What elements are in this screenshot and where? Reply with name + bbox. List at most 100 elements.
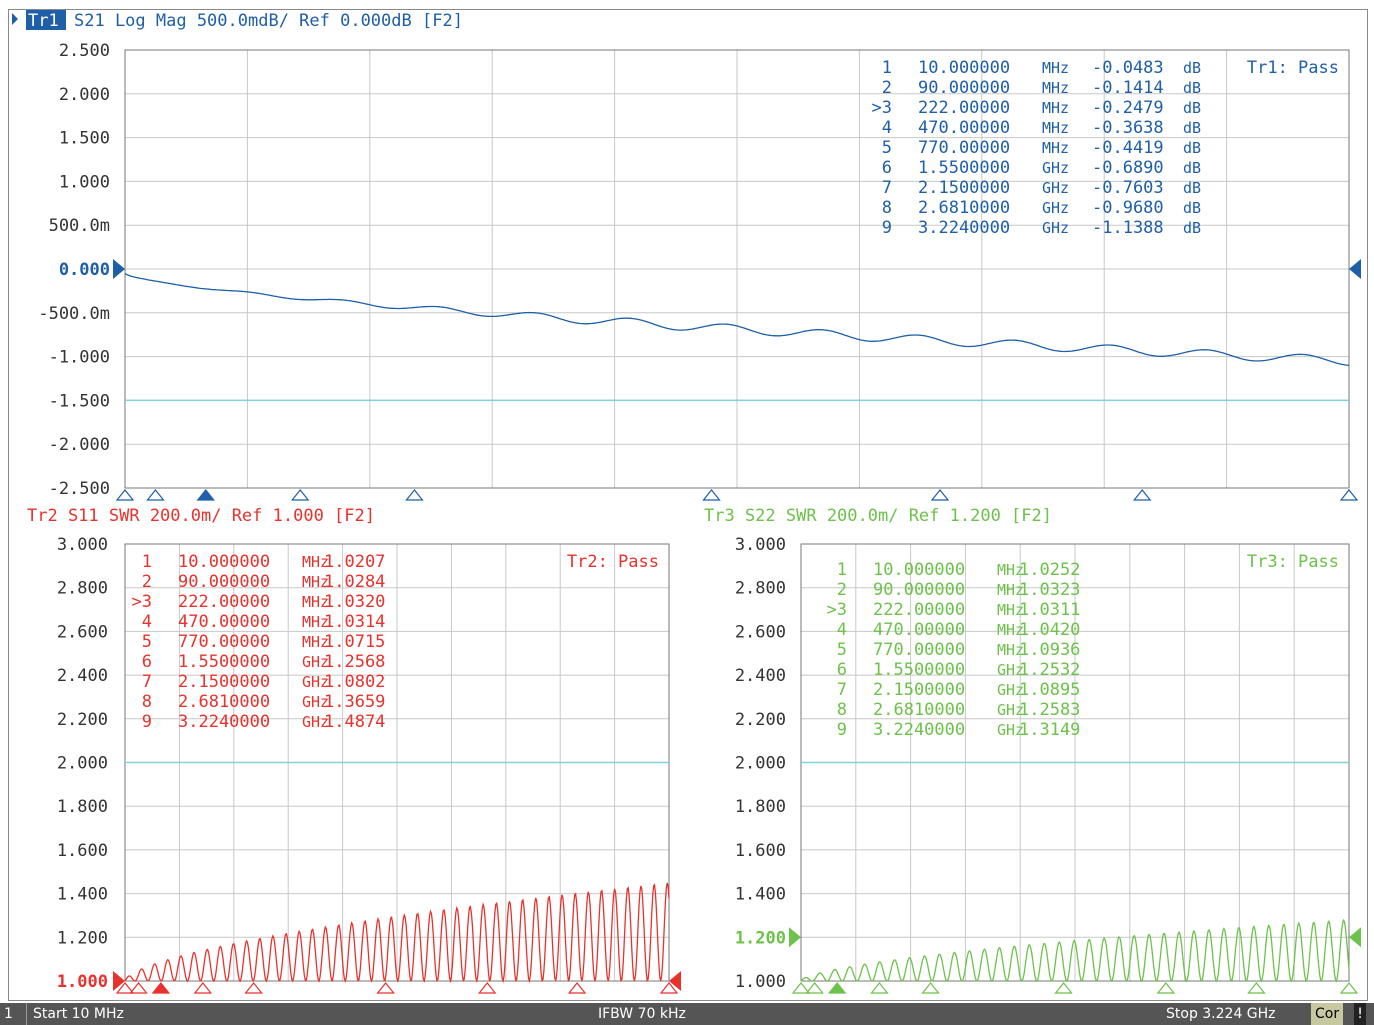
stop-frequency[interactable]: Stop 3.224 GHz — [1166, 1006, 1276, 1022]
marker-number: 7 — [142, 672, 152, 692]
marker-axis-triangle-icon — [567, 982, 587, 994]
marker-frequency: 2.6810000 — [873, 700, 965, 720]
y-tick-label: 2.600 — [735, 622, 786, 642]
trace-header[interactable]: Tr3 S22 SWR 200.0m/ Ref 1.200 [F2] — [704, 506, 1052, 526]
marker-axis-triangle-icon — [1247, 982, 1266, 994]
marker-frequency-unit: MHz — [1042, 79, 1069, 97]
marker-number: 7 — [882, 178, 892, 198]
marker-value: -1.1388 — [1092, 218, 1164, 238]
y-tick-label: 2.000 — [735, 754, 786, 774]
marker-value: -0.2479 — [1092, 98, 1164, 118]
marker-value: -0.4419 — [1092, 138, 1164, 158]
tr3-panel: Tr3 S22 SWR 200.0m/ Ref 1.200 [F2] 3.000 2… — [704, 506, 1361, 994]
marker-number: 6 — [837, 660, 847, 680]
trace-badge[interactable] — [26, 10, 66, 30]
marker-value: 1.2568 — [324, 652, 385, 672]
marker-frequency: 3.2240000 — [873, 720, 965, 740]
marker-readout-row[interactable]: 7 2.1500000 GHz -0.7603 dB — [882, 178, 1201, 198]
ref-level-arrow-icon — [113, 259, 125, 279]
marker-value: 1.0284 — [324, 572, 385, 592]
y-tick-label: 1.600 — [57, 841, 108, 861]
marker-readout-row[interactable]: 2 90.000000 MHz -0.1414 dB — [882, 78, 1201, 98]
marker-value-unit: dB — [1183, 59, 1201, 77]
marker-axis-triangle-icon — [791, 982, 811, 994]
marker-frequency-unit: GHz — [302, 673, 329, 691]
marker-value: 1.0323 — [1019, 580, 1080, 600]
y-tick-label: 1.000 — [735, 972, 786, 992]
start-frequency[interactable]: Start 10 MHz — [33, 1006, 124, 1022]
marker-axis-triangle-icon — [702, 489, 721, 501]
tr2-panel: Tr2 S11 SWR 200.0m/ Ref 1.000 [F2] 3.000 2… — [27, 506, 681, 994]
marker-readout-row[interactable]: 8 2.6810000 GHz -0.9680 dB — [882, 198, 1201, 218]
ifbw-setting[interactable]: IFBW 70 kHz — [598, 1006, 686, 1022]
marker-readout-row[interactable]: 1 10.000000 MHz -0.0483 dB — [882, 58, 1201, 78]
marker-number: 2 — [837, 580, 847, 600]
marker-readout-row[interactable]: 9 3.2240000 GHz -1.1388 dB — [882, 218, 1201, 238]
marker-frequency-unit: GHz — [302, 713, 329, 731]
marker-frequency-unit: GHz — [1042, 199, 1069, 217]
marker-axis-triangle-icon — [129, 982, 148, 994]
y-tick-label: -1.000 — [49, 348, 110, 368]
marker-axis-triangle-icon — [244, 982, 263, 994]
marker-axis-triangle-icon — [1339, 489, 1359, 501]
limit-test-pass-label: Tr2: Pass — [567, 552, 659, 572]
y-tick-label: 2.800 — [735, 579, 786, 599]
marker-frequency: 222.00000 — [178, 592, 270, 612]
trace-header[interactable]: Tr2 S11 SWR 200.0m/ Ref 1.000 [F2] — [27, 506, 375, 526]
marker-frequency: 222.00000 — [918, 98, 1010, 118]
marker-number: >3 — [132, 592, 152, 612]
trace-line — [124, 272, 1350, 366]
y-tick-label: 3.000 — [57, 535, 108, 555]
marker-number: 4 — [837, 620, 847, 640]
ref-level-arrow-icon — [789, 927, 801, 948]
marker-number: 9 — [142, 712, 152, 732]
marker-frequency-unit: GHz — [1042, 219, 1069, 237]
marker-value: -0.6890 — [1092, 158, 1164, 178]
marker-readout-row[interactable]: 4 470.00000 MHz -0.3638 dB — [882, 118, 1201, 138]
marker-value-unit: dB — [1183, 119, 1201, 137]
marker-readout-row[interactable]: 6 1.5500000 GHz -0.6890 dB — [882, 158, 1201, 178]
marker-value: 1.2583 — [1019, 700, 1080, 720]
marker-frequency-unit: GHz — [997, 681, 1024, 699]
y-tick-label: -500.0m — [38, 304, 110, 324]
marker-frequency-unit: MHz — [997, 641, 1024, 659]
marker-value: -0.1414 — [1092, 78, 1164, 98]
marker-frequency-unit: GHz — [1042, 159, 1069, 177]
marker-axis-triangle-icon — [659, 982, 679, 994]
marker-number: 5 — [837, 640, 847, 660]
channel-number[interactable]: 1 — [4, 1006, 13, 1022]
y-tick-label: 1.800 — [735, 797, 786, 817]
alert-indicator[interactable]: ! — [1354, 1003, 1366, 1025]
marker-axis-triangle-icon — [1339, 982, 1359, 994]
marker-number: 1 — [882, 58, 892, 78]
marker-value-unit: dB — [1183, 99, 1201, 117]
correction-status[interactable]: Cor — [1311, 1003, 1344, 1025]
marker-readout-row[interactable]: 5 770.00000 MHz -0.4419 dB — [882, 138, 1201, 158]
marker-frequency: 470.00000 — [178, 612, 270, 632]
y-tick-label: 1.500 — [59, 129, 110, 149]
y-tick-label: 500.0m — [49, 216, 110, 236]
marker-number: 4 — [142, 612, 152, 632]
marker-value: -0.7603 — [1092, 178, 1164, 198]
y-tick-label: -1.500 — [49, 391, 110, 411]
marker-readout-row[interactable]: >3 222.00000 MHz -0.2479 dB — [872, 98, 1202, 118]
trace-header[interactable]: S21 Log Mag 500.0mdB/ Ref 0.000dB [F2] — [74, 11, 463, 31]
